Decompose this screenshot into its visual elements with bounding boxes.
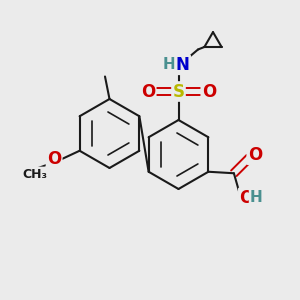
- Text: N: N: [176, 56, 190, 74]
- Text: O: O: [239, 189, 254, 207]
- Text: O: O: [202, 82, 216, 100]
- Text: CH₃: CH₃: [22, 168, 47, 181]
- Text: O: O: [47, 150, 61, 168]
- Text: S: S: [172, 82, 184, 100]
- Text: H: H: [163, 57, 176, 72]
- Text: H: H: [250, 190, 263, 206]
- Text: O: O: [141, 82, 155, 100]
- Text: O: O: [248, 146, 262, 164]
